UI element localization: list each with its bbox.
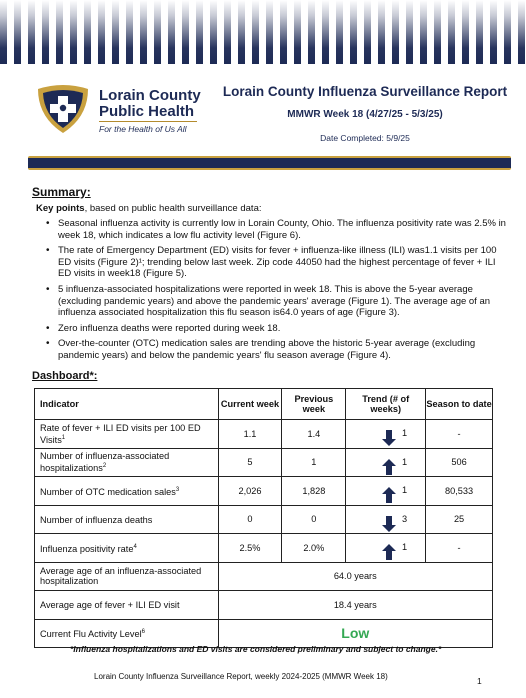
- dashboard-table: Indicator Current week Previous week Tre…: [34, 388, 494, 648]
- lcph-logo: Lorain County Public Health For the Heal…: [34, 83, 204, 139]
- header-current-week: Current week: [217, 388, 283, 420]
- trend-weeks: 1: [401, 485, 408, 495]
- previous-week-cell: 1,828: [281, 476, 347, 506]
- trend-weeks: 3: [401, 513, 408, 524]
- season-to-date-cell: 25: [425, 504, 493, 534]
- table-row: Number of OTC medication sales3 2,026 1,82…: [34, 476, 493, 506]
- table-row: Average age of an influenza-associated h…: [34, 561, 494, 591]
- current-week-cell: 2.5%: [217, 533, 283, 563]
- value-cell: 64.0 years: [217, 561, 494, 591]
- season-to-date-cell: 506: [425, 447, 493, 477]
- indicator-cell: Current Flu Activity Level6: [34, 618, 219, 648]
- report-title: Lorain County Influenza Surveillance Rep…: [222, 84, 508, 99]
- trend-cell: 1: [345, 419, 427, 449]
- table-header-row: Indicator Current week Previous week Tre…: [34, 388, 493, 420]
- current-week-cell: 2,026: [217, 476, 283, 506]
- trend-cell: 1: [345, 533, 427, 563]
- header-season-to-date: Season to date: [425, 388, 493, 420]
- trend-weeks: 1: [401, 428, 408, 438]
- report-subtitle: MMWR Week 18 (4/27/25 - 5/3/25): [287, 109, 443, 120]
- trend-weeks: 1: [401, 542, 408, 552]
- summary-point: 5 influenza-associated hospitalizations …: [46, 284, 506, 319]
- indicator-cell: Influenza positivity rate4: [34, 533, 219, 563]
- previous-week-cell: 1.4: [281, 419, 347, 449]
- trend-cell: 1: [345, 447, 427, 477]
- current-week-cell: 5: [217, 447, 283, 477]
- previous-week-cell: 0: [281, 504, 347, 534]
- table-row: Number of influenza deaths 0 0 3 25: [34, 504, 493, 534]
- summary-heading: Summary:: [32, 185, 91, 199]
- header-indicator: Indicator: [34, 388, 219, 420]
- previous-week-cell: 2.0%: [281, 533, 347, 563]
- table-row: Rate of fever + ILI ED visits per 100 ED…: [34, 419, 493, 449]
- season-to-date-cell: 80,533: [425, 476, 493, 506]
- value-cell: 18.4 years: [217, 590, 494, 620]
- trend-cell: 1: [345, 476, 427, 506]
- summary-points: Seasonal influenza activity is currently…: [46, 218, 506, 366]
- indicator-cell: Average age of an influenza-associated h…: [34, 561, 219, 591]
- shield-cross-icon: [38, 85, 88, 133]
- summary-point: Over-the-counter (OTC) medication sales …: [46, 338, 506, 361]
- current-week-cell: 0: [217, 504, 283, 534]
- table-row: Influenza positivity rate4 2.5% 2.0% 1 -: [34, 533, 493, 563]
- preliminary-note: *Influenza hospitalizations and ED visit…: [70, 644, 442, 654]
- page-number: 1: [477, 676, 482, 686]
- indicator-cell: Rate of fever + ILI ED visits per 100 ED…: [34, 419, 219, 449]
- summary-point: Zero influenza deaths were reported duri…: [46, 323, 506, 335]
- flu-level-value: Low: [217, 618, 494, 648]
- header-previous-week: Previous week: [281, 388, 347, 420]
- footer-text: Lorain County Influenza Surveillance Rep…: [94, 672, 388, 681]
- trend-cell: 3: [345, 504, 427, 534]
- table-row: Current Flu Activity Level6 Low: [34, 618, 494, 648]
- header-divider-bar: [28, 156, 511, 170]
- table-row: Number of influenza-associated hospitali…: [34, 447, 493, 477]
- table-row: Average age of fever + ILI ED visit 18.4…: [34, 590, 494, 620]
- indicator-cell: Number of influenza-associated hospitali…: [34, 447, 219, 477]
- current-week-cell: 1.1: [217, 419, 283, 449]
- season-to-date-cell: -: [425, 533, 493, 563]
- dashboard-heading: Dashboard*:: [32, 370, 98, 382]
- summary-point: Seasonal influenza activity is currently…: [46, 218, 506, 241]
- logo-divider: [99, 121, 197, 122]
- logo-tagline: For the Health of Us All: [99, 124, 187, 134]
- trend-weeks: 1: [401, 456, 408, 467]
- season-to-date-cell: -: [425, 419, 493, 449]
- summary-point: The rate of Emergency Department (ED) vi…: [46, 245, 506, 280]
- logo-name: Lorain County Public Health: [99, 87, 201, 120]
- keypoints-intro: Key points, based on public health surve…: [36, 203, 262, 214]
- header-trend: Trend (# of weeks): [345, 388, 427, 420]
- indicator-cell: Number of influenza deaths: [34, 504, 219, 534]
- date-completed: Date Completed: 5/9/25: [320, 133, 410, 143]
- previous-week-cell: 1: [281, 447, 347, 477]
- indicator-cell: Average age of fever + ILI ED visit: [34, 590, 219, 620]
- header-stripes-fade: [0, 0, 526, 64]
- indicator-cell: Number of OTC medication sales3: [34, 476, 219, 506]
